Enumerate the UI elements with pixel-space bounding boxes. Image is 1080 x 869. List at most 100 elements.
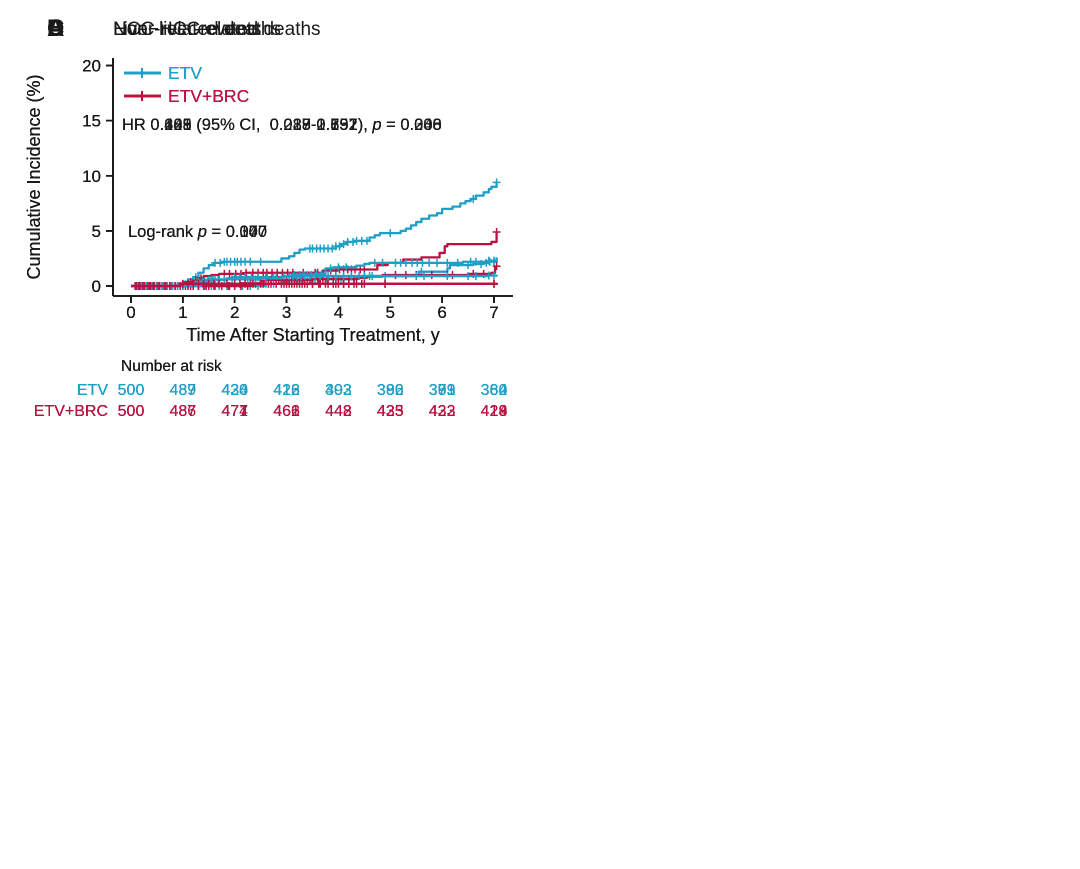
y-tick-label: 0: [92, 277, 101, 296]
y-tick-label: 20: [82, 57, 101, 76]
risk-row-label: ETV+BRC: [34, 403, 108, 420]
risk-value: 371: [429, 382, 456, 399]
legend-label: ETV+BRC: [168, 86, 249, 106]
x-tick-label: 0: [126, 303, 135, 322]
risk-value: 500: [118, 382, 145, 399]
risk-value: 429: [481, 403, 508, 420]
risk-value: 477: [221, 403, 248, 420]
number-at-risk-header: Number at risk: [121, 358, 222, 375]
risk-value: 416: [273, 382, 300, 399]
etv-brc-censor-marks: [132, 279, 498, 290]
legend-label: ETV: [168, 63, 202, 83]
x-tick-label: 7: [489, 303, 498, 322]
risk-value: 425: [377, 403, 404, 420]
x-tick-label: 6: [437, 303, 446, 322]
y-axis-title: Cumulative Incidence (%): [24, 74, 44, 279]
x-axis-title: Time After Starting Treatment, y: [186, 325, 439, 345]
risk-row-label: ETV: [77, 382, 108, 399]
risk-value: 477: [221, 403, 248, 420]
x-tick-label: 4: [334, 303, 343, 322]
y-tick-label: 15: [82, 112, 101, 131]
risk-value: 382: [377, 382, 404, 399]
x-tick-label: 6: [437, 303, 446, 322]
risk-value: 487: [170, 403, 197, 420]
panel-d-chart: D Non−liver-related deaths 0 5 10 15 20 0 1 2 3 4 5 6…: [24, 15, 513, 420]
logrank-annotation: Log-rank p = 0.007: [128, 223, 267, 241]
x-tick-label: 0: [126, 303, 135, 322]
risk-row-etv-brc: ETV+BRC 500 486 471 461 442 425 422 413: [34, 403, 508, 420]
x-tick-label: 7: [489, 303, 498, 322]
risk-value: 487: [170, 382, 197, 399]
x-tick-label: 1: [178, 303, 187, 322]
legend-label: ETV: [168, 63, 202, 83]
risk-value: 392: [325, 382, 352, 399]
y-tick-label: 5: [92, 222, 101, 241]
risk-value: 403: [325, 382, 352, 399]
x-tick-label: 5: [386, 303, 395, 322]
risk-value: 424: [221, 382, 248, 399]
panel-letter: C: [47, 15, 64, 42]
hr-annotation: HR 0.245 (95% CI, 0.027-2.192), p = 0.20…: [122, 116, 442, 134]
panel-title: Non−HCC events: [113, 19, 261, 40]
risk-value: 433: [429, 403, 456, 420]
x-tick-label: 6: [437, 303, 446, 322]
y-tick-label: 20: [82, 57, 101, 76]
x-tick-label: 7: [489, 303, 498, 322]
risk-value: 466: [273, 403, 300, 420]
x-tick-label: 4: [334, 303, 343, 322]
hr-annotation: HR 0.628 (95% CI, 0.239-1.651), p = 0.34…: [122, 116, 442, 134]
logrank-annotation: Log-rank p = 0.340: [128, 223, 267, 241]
y-tick-label: 10: [82, 167, 101, 186]
risk-value: 500: [118, 382, 145, 399]
x-tick-label: 3: [282, 303, 291, 322]
hr-annotation: HR 0.101 (95% CI, 0.013-0.797), p = 0.03…: [122, 116, 442, 134]
risk-value: 380: [377, 382, 404, 399]
y-tick-label: 5: [92, 222, 101, 241]
risk-value: 443: [325, 403, 352, 420]
risk-value: 403: [325, 382, 352, 399]
legend-item-etv-brc: ETV+BRC: [124, 86, 249, 106]
risk-value: 422: [429, 403, 456, 420]
legend-label: ETV: [168, 63, 202, 83]
risk-value: 384: [481, 382, 508, 399]
y-tick-label: 5: [92, 222, 101, 241]
risk-row-label: ETV: [77, 382, 108, 399]
risk-value: 423: [273, 382, 300, 399]
x-tick-label: 1: [178, 303, 187, 322]
risk-value: 448: [325, 403, 352, 420]
y-tick-label: 10: [82, 167, 101, 186]
risk-row-etv: ETV 500 489 430 423 403 396 393 384: [77, 382, 508, 399]
risk-row-etv: ETV 500 489 430 422 403 396 393 384: [77, 382, 508, 399]
legend: ETV ETV+BRC: [124, 63, 249, 106]
y-tick-label: 15: [82, 112, 101, 131]
risk-value: 413: [481, 403, 508, 420]
risk-value: 462: [273, 403, 300, 420]
number-at-risk-header: Number at risk: [121, 358, 222, 375]
risk-row-label: ETV+BRC: [34, 403, 108, 420]
risk-value: 433: [377, 403, 404, 420]
panel-letter: D: [47, 15, 64, 42]
risk-value: 414: [481, 403, 508, 420]
risk-value: 500: [118, 403, 145, 420]
number-at-risk-table: Number at risk ETV 500 487 424 416 393 382 371 36…: [34, 358, 508, 420]
y-tick-label: 15: [82, 112, 101, 131]
risk-value: 393: [325, 382, 352, 399]
x-tick-label: 1: [178, 303, 187, 322]
risk-row-etv: ETV 500 487 423 416 392 380 369 360: [77, 382, 508, 399]
risk-value: 487: [170, 403, 197, 420]
legend-label: ETV+BRC: [168, 86, 249, 106]
risk-value: 369: [429, 382, 456, 399]
risk-value: 500: [118, 382, 145, 399]
risk-value: 442: [325, 403, 352, 420]
number-at-risk-header: Number at risk: [121, 358, 222, 375]
risk-value: 384: [481, 382, 508, 399]
risk-value: 487: [170, 382, 197, 399]
x-tick-label: 3: [282, 303, 291, 322]
x-tick-label: 3: [282, 303, 291, 322]
y-tick-label: 0: [92, 277, 101, 296]
y-tick-label: 20: [82, 57, 101, 76]
y-tick-label: 10: [82, 167, 101, 186]
risk-value: 425: [377, 403, 404, 420]
